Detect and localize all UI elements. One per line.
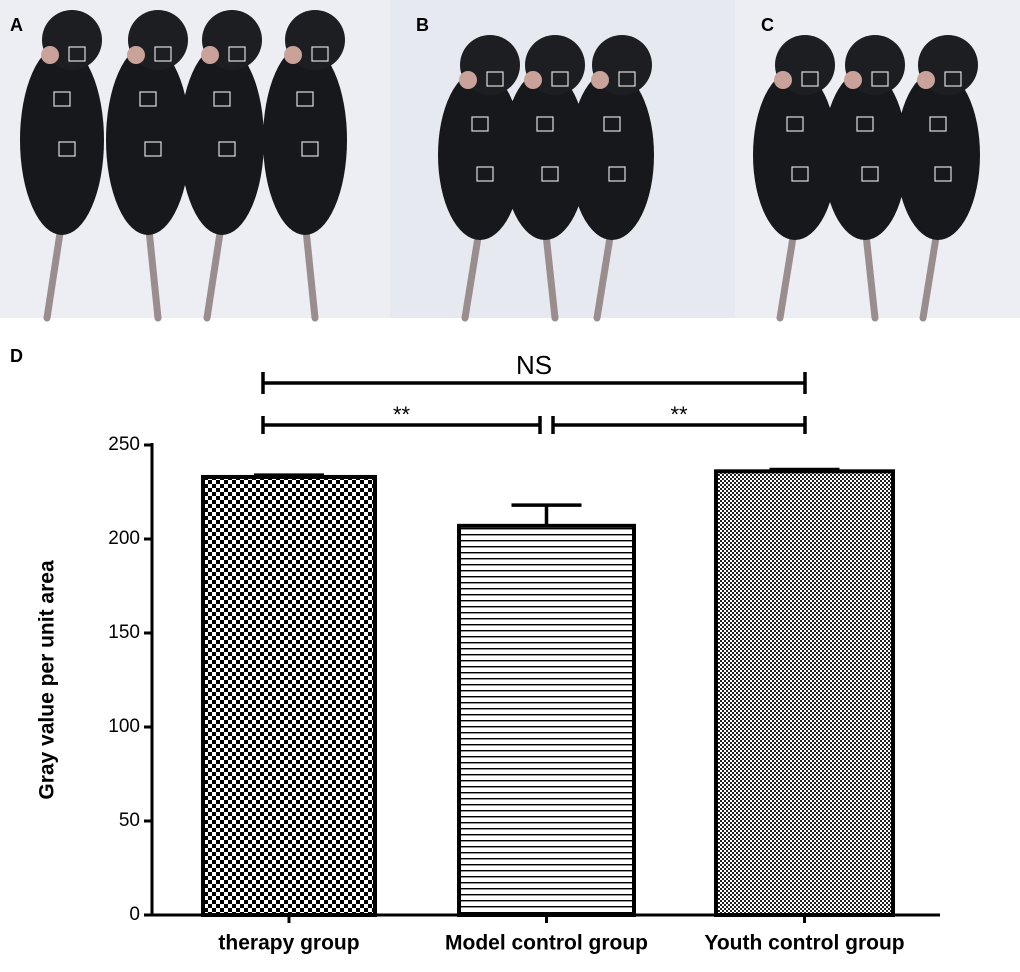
y-tick-label: 200 — [108, 528, 140, 549]
mouse-body — [570, 70, 654, 240]
roi-box — [791, 166, 809, 182]
significance-label: ** — [393, 402, 411, 427]
bar — [714, 469, 895, 917]
mouse-ear — [41, 46, 59, 64]
y-tick-label: 250 — [108, 434, 140, 455]
y-tick-label: 100 — [108, 716, 140, 737]
mouse-body — [753, 70, 837, 240]
mouse-ear — [201, 46, 219, 64]
roi-box — [801, 71, 819, 87]
roi-box — [856, 116, 874, 132]
mouse-tail — [203, 216, 226, 322]
mouse-tail — [919, 221, 942, 322]
y-tick-label: 0 — [129, 904, 140, 925]
roi-box — [608, 166, 626, 182]
roi-box — [541, 166, 559, 182]
panel-label: A — [10, 15, 23, 35]
panel-label: C — [761, 15, 774, 35]
mouse-tail — [144, 216, 162, 322]
mouse-body — [503, 70, 587, 240]
panel-label: D — [10, 346, 23, 366]
mouse-body — [20, 45, 104, 235]
mouse-body — [263, 45, 347, 235]
roi-box — [154, 46, 172, 62]
x-tick-label: Model control group — [445, 932, 648, 955]
mouse-body — [106, 45, 190, 235]
roi-box — [929, 116, 947, 132]
significance-bracket — [551, 416, 807, 434]
y-tick-label: 50 — [119, 810, 140, 831]
roi-box — [301, 141, 319, 157]
bar — [201, 474, 377, 917]
bar — [457, 523, 636, 918]
mouse-tail — [541, 221, 559, 322]
error-bar — [254, 473, 324, 477]
mouse-ear — [844, 71, 862, 89]
mouse-tail — [861, 221, 879, 322]
roi-box — [218, 141, 236, 157]
x-tick-label: therapy group — [218, 932, 359, 955]
mouse-ear — [917, 71, 935, 89]
roi-box — [603, 116, 621, 132]
mouse-body — [180, 45, 264, 235]
mouse-ear — [284, 46, 302, 64]
bar-chart: D Gray value per unit area 0 50 100 150 200 250… — [10, 346, 940, 955]
mouse-ear — [524, 71, 542, 89]
y-tick-label: 150 — [108, 622, 140, 643]
roi-box — [58, 141, 76, 157]
mouse-tail — [301, 216, 319, 322]
roi-box — [944, 71, 962, 87]
error-bar — [769, 467, 840, 472]
roi-box — [786, 116, 804, 132]
significance-bracket — [261, 372, 807, 394]
roi-box — [551, 71, 569, 87]
roi-box — [861, 166, 879, 182]
mouse-body — [438, 70, 522, 240]
x-tick-label: Youth control group — [704, 932, 904, 955]
mouse-ear — [127, 46, 145, 64]
roi-box — [618, 71, 636, 87]
photo-strip: A B C — [0, 0, 1020, 322]
panel-label: B — [416, 15, 429, 35]
mouse-ear — [591, 71, 609, 89]
roi-box — [536, 116, 554, 132]
roi-box — [213, 91, 231, 107]
roi-box — [486, 71, 504, 87]
roi-box — [53, 91, 71, 107]
roi-box — [139, 91, 157, 107]
roi-box — [296, 91, 314, 107]
mouse-tail — [43, 216, 66, 322]
mouse-tail — [593, 221, 616, 322]
significance-label: NS — [516, 350, 552, 380]
mouse-ear — [459, 71, 477, 89]
roi-box — [471, 116, 489, 132]
mouse-tail — [461, 221, 484, 322]
mouse-tail — [776, 221, 799, 322]
roi-box — [871, 71, 889, 87]
significance-label: ** — [670, 402, 688, 427]
error-bar — [511, 503, 582, 526]
roi-box — [144, 141, 162, 157]
significance-bracket — [261, 416, 542, 434]
roi-box — [68, 46, 86, 62]
mouse-body — [823, 70, 907, 240]
roi-box — [228, 46, 246, 62]
y-axis-label: Gray value per unit area — [36, 560, 59, 800]
mouse-body — [896, 70, 980, 240]
roi-box — [311, 46, 329, 62]
roi-box — [476, 166, 494, 182]
mouse-ear — [774, 71, 792, 89]
roi-box — [934, 166, 952, 182]
